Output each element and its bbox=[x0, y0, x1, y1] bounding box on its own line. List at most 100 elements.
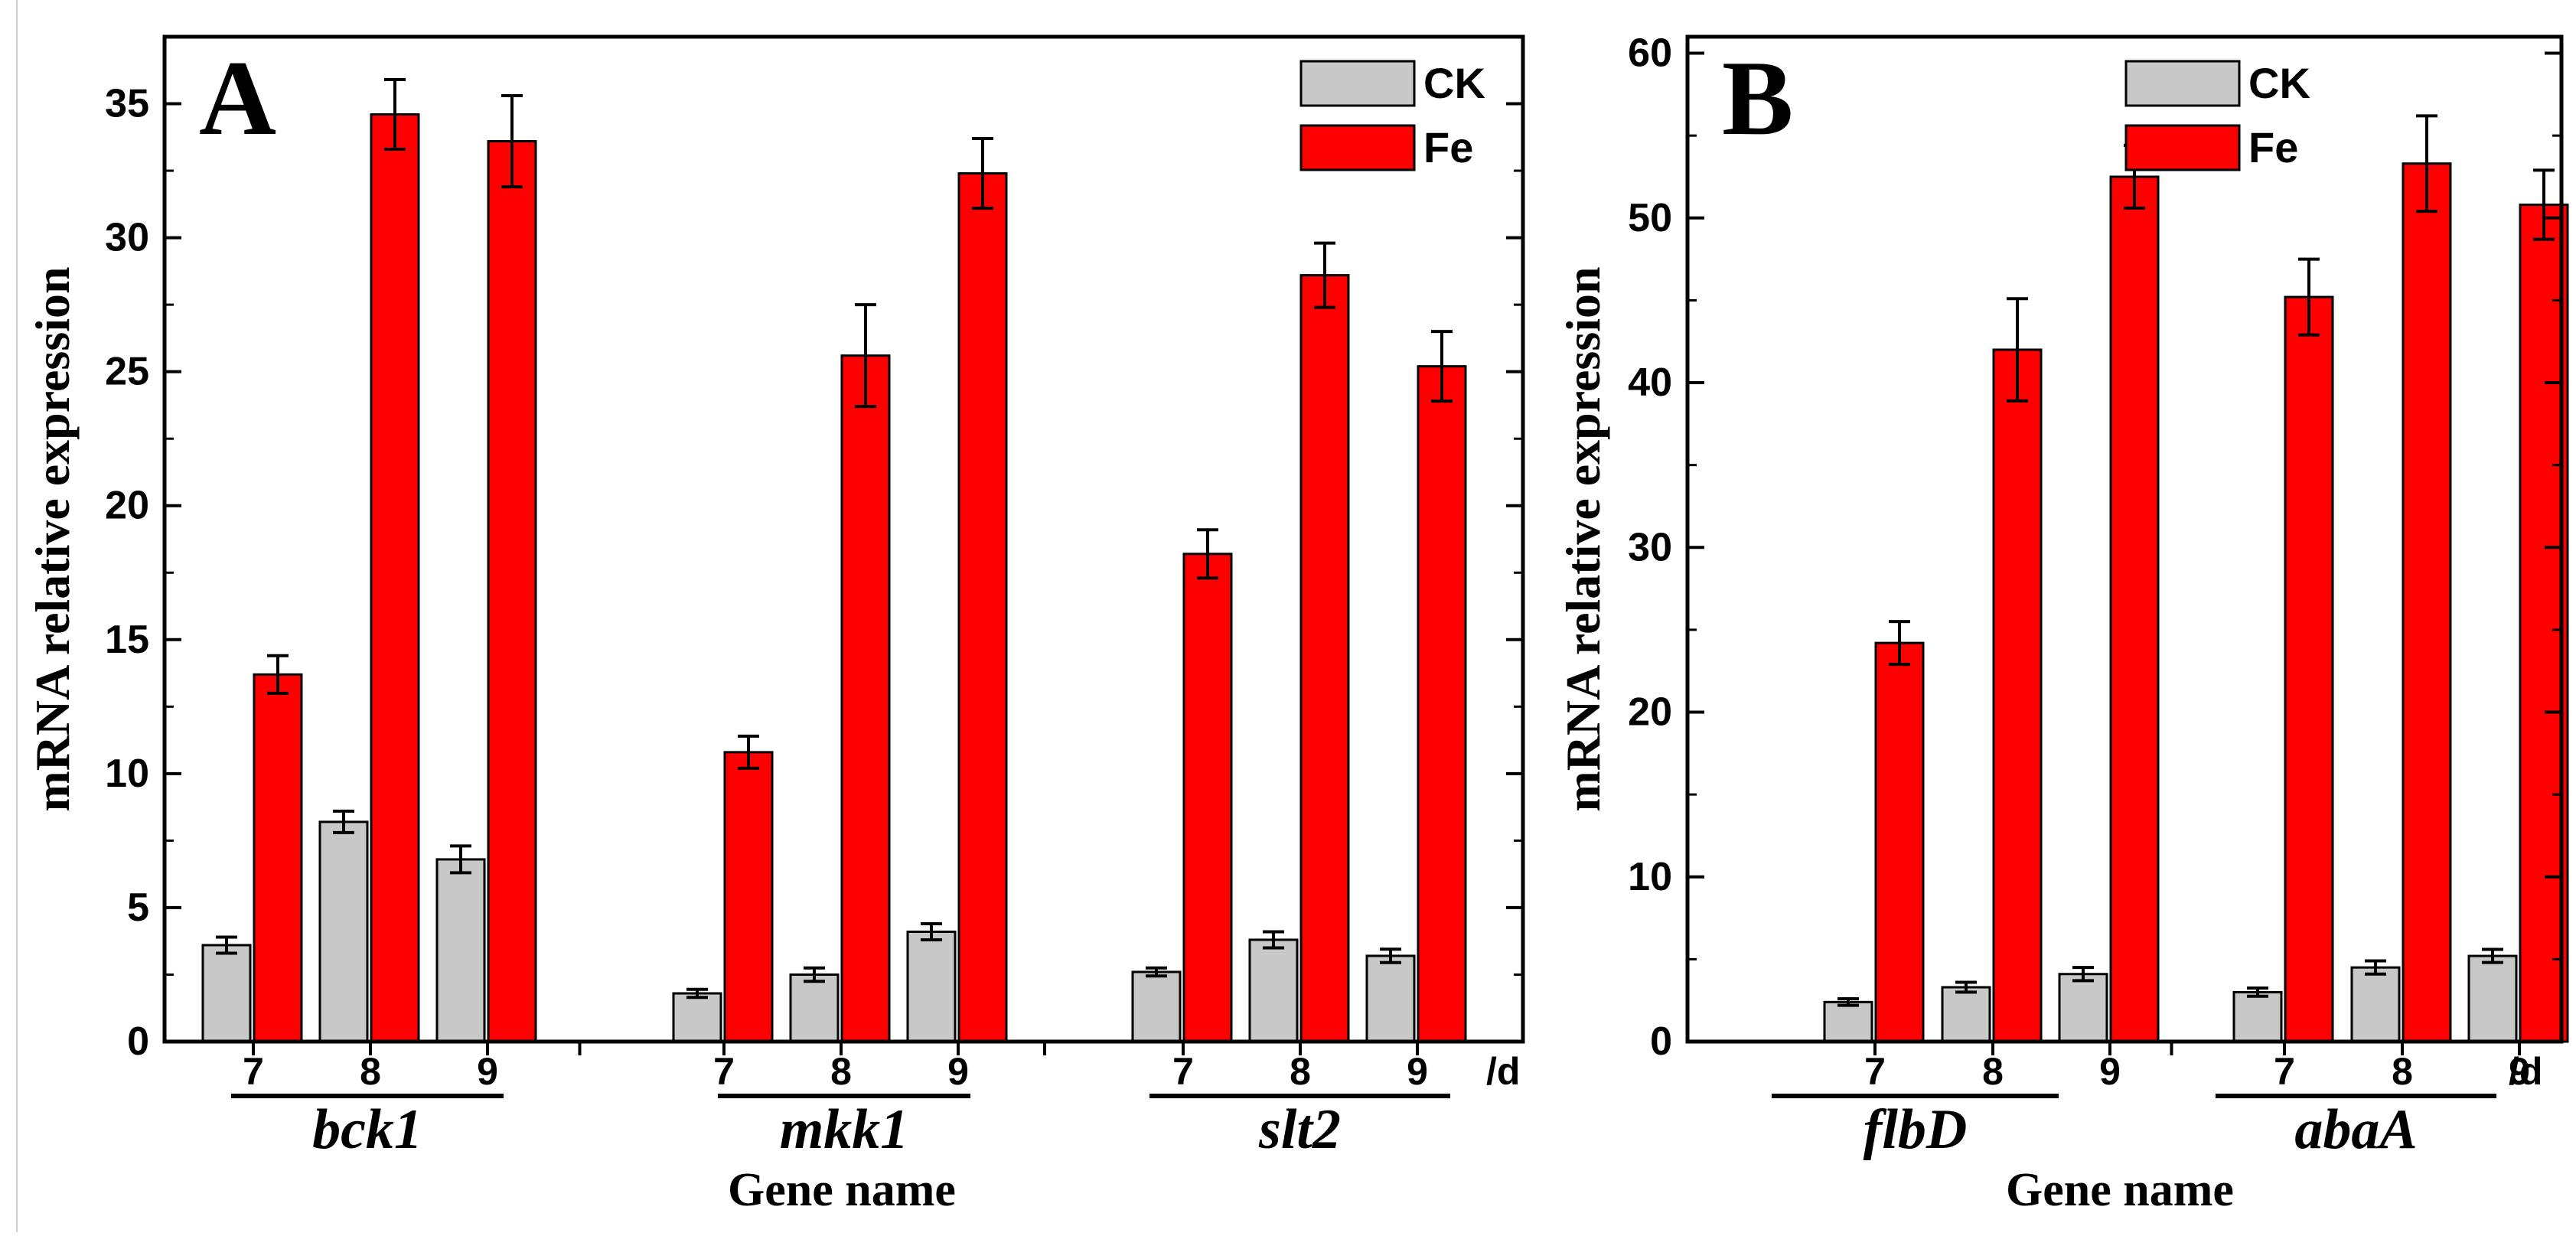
error-bar-ck-bck1-day8 bbox=[333, 809, 354, 834]
day-label-flbD-7: 7 bbox=[1864, 1050, 1886, 1093]
day-label-flbD-8: 8 bbox=[1982, 1050, 2004, 1093]
bar-fe-bck1-day9 bbox=[487, 140, 537, 1043]
panel-label: A bbox=[199, 39, 276, 158]
legend-swatch-fe bbox=[1299, 124, 1416, 171]
bar-ck-slt2-day7 bbox=[1131, 970, 1182, 1043]
bar-ck-flbD-day8 bbox=[1941, 986, 1991, 1043]
error-bar-ck-flbD-day9 bbox=[2072, 966, 2094, 983]
panel-b: 7 8 9 flbD 7 8 9 abaA 0 10 20 30 40 50 60 mRNA relative… bbox=[1556, 31, 2569, 1216]
y-tick-label: 50 bbox=[1628, 196, 1672, 240]
bar-fe-bck1-day7 bbox=[253, 673, 303, 1043]
error-bar-ck-mkk1-day8 bbox=[804, 966, 825, 983]
error-bar-ck-mkk1-day7 bbox=[686, 987, 708, 1000]
error-bar-ck-flbD-day8 bbox=[1955, 980, 1977, 994]
legend-swatch-ck bbox=[2124, 60, 2241, 107]
error-bar-fe-abaA-day9 bbox=[2533, 168, 2555, 241]
day-label-bck1-9: 9 bbox=[477, 1050, 498, 1093]
gene-name-flbD: flbD bbox=[1864, 1098, 1968, 1161]
bar-ck-abaA-day9 bbox=[2467, 954, 2518, 1043]
error-bar-ck-flbD-day7 bbox=[1837, 997, 1859, 1007]
gene-name-abaA: abaA bbox=[2294, 1098, 2417, 1161]
y-axis-label: mRNA relative expression bbox=[1556, 266, 1610, 811]
bar-ck-slt2-day9 bbox=[1365, 954, 1416, 1043]
plot-frame bbox=[1685, 34, 2564, 1044]
error-bar-ck-slt2-day7 bbox=[1146, 966, 1167, 978]
error-bar-fe-mkk1-day8 bbox=[855, 303, 876, 409]
error-bar-ck-bck1-day7 bbox=[216, 935, 237, 955]
day-label-bck1-8: 8 bbox=[360, 1050, 381, 1093]
y-tick-label: 10 bbox=[1628, 855, 1672, 899]
error-bar-fe-bck1-day7 bbox=[267, 654, 289, 695]
legend-label-fe: Fe bbox=[2248, 123, 2298, 171]
legend-swatch-fe bbox=[2124, 124, 2241, 171]
bar-ck-flbD-day9 bbox=[2058, 973, 2108, 1043]
bar-ck-mkk1-day9 bbox=[906, 930, 957, 1043]
legend: CK Fe bbox=[1299, 59, 1485, 171]
day-label-abaA-7: 7 bbox=[2274, 1050, 2295, 1093]
error-bar-fe-bck1-day9 bbox=[501, 94, 523, 189]
bar-fe-slt2-day7 bbox=[1182, 553, 1233, 1043]
error-bar-ck-bck1-day9 bbox=[450, 844, 471, 875]
gene-name-bck1: bck1 bbox=[312, 1098, 422, 1161]
bar-fe-flbD-day8 bbox=[1992, 348, 2043, 1043]
y-tick-label: 0 bbox=[1650, 1019, 1672, 1064]
bar-ck-bck1-day9 bbox=[435, 858, 486, 1043]
error-bar-fe-flbD-day8 bbox=[2007, 297, 2028, 403]
bar-fe-mkk1-day9 bbox=[957, 172, 1008, 1043]
y-tick-label: 15 bbox=[105, 618, 149, 662]
error-bar-fe-slt2-day8 bbox=[1314, 241, 1335, 309]
bar-ck-bck1-day7 bbox=[201, 944, 252, 1043]
error-bar-fe-mkk1-day9 bbox=[972, 137, 993, 210]
plot-frame bbox=[162, 34, 1525, 1044]
bar-ck-abaA-day7 bbox=[2232, 990, 2283, 1043]
error-bar-fe-abaA-day7 bbox=[2298, 257, 2320, 337]
gene-name-mkk1: mkk1 bbox=[780, 1098, 909, 1161]
bar-fe-flbD-day7 bbox=[1874, 641, 1925, 1043]
y-tick-label: 35 bbox=[105, 82, 149, 126]
bar-fe-mkk1-day8 bbox=[840, 354, 891, 1043]
bar-fe-slt2-day9 bbox=[1417, 365, 1467, 1043]
day-unit-label: /d bbox=[2509, 1050, 2542, 1093]
error-bar-fe-bck1-day8 bbox=[384, 78, 406, 152]
y-tick-label: 25 bbox=[105, 350, 149, 394]
error-bar-ck-slt2-day9 bbox=[1380, 947, 1401, 964]
legend-label-ck: CK bbox=[2248, 59, 2310, 107]
error-bar-ck-mkk1-day9 bbox=[921, 921, 942, 941]
y-tick-label: 10 bbox=[105, 752, 149, 796]
y-tick-label: 20 bbox=[1628, 690, 1672, 735]
bar-fe-abaA-day7 bbox=[2284, 295, 2334, 1043]
error-bar-fe-mkk1-day7 bbox=[738, 734, 759, 770]
legend: CK Fe bbox=[2124, 59, 2310, 171]
bar-fe-mkk1-day7 bbox=[723, 751, 774, 1043]
day-label-mkk1-8: 8 bbox=[830, 1050, 852, 1093]
legend-label-fe: Fe bbox=[1423, 123, 1473, 171]
y-axis-label: mRNA relative expression bbox=[25, 266, 80, 811]
error-bar-ck-abaA-day7 bbox=[2247, 987, 2268, 998]
legend-swatch-ck bbox=[1299, 60, 1416, 107]
y-tick-label: 30 bbox=[1628, 525, 1672, 569]
day-label-flbD-9: 9 bbox=[2099, 1050, 2121, 1093]
y-tick-label: 40 bbox=[1628, 360, 1672, 405]
bar-ck-abaA-day8 bbox=[2350, 966, 2401, 1043]
error-bar-ck-abaA-day8 bbox=[2365, 959, 2386, 976]
legend-label-ck: CK bbox=[1423, 59, 1485, 107]
x-axis-label: Gene name bbox=[2006, 1164, 2234, 1216]
y-tick-label: 30 bbox=[105, 216, 149, 260]
x-axis-label: Gene name bbox=[728, 1164, 956, 1216]
day-label-mkk1-9: 9 bbox=[947, 1050, 969, 1093]
panel-label: B bbox=[1722, 39, 1793, 158]
day-label-bck1-7: 7 bbox=[243, 1050, 264, 1093]
error-bar-fe-slt2-day7 bbox=[1197, 528, 1218, 580]
bar-fe-slt2-day8 bbox=[1299, 274, 1350, 1043]
bar-ck-mkk1-day8 bbox=[789, 973, 840, 1043]
day-unit-label: /d bbox=[1486, 1050, 1520, 1093]
day-label-slt2-7: 7 bbox=[1172, 1050, 1194, 1093]
y-tick-label: 0 bbox=[127, 1019, 149, 1064]
y-tick-label: 60 bbox=[1628, 31, 1672, 76]
bar-fe-bck1-day8 bbox=[370, 113, 420, 1043]
gene-name-slt2: slt2 bbox=[1258, 1098, 1341, 1161]
error-bar-fe-abaA-day8 bbox=[2416, 114, 2437, 214]
error-bar-fe-flbD-day7 bbox=[1889, 620, 1910, 667]
